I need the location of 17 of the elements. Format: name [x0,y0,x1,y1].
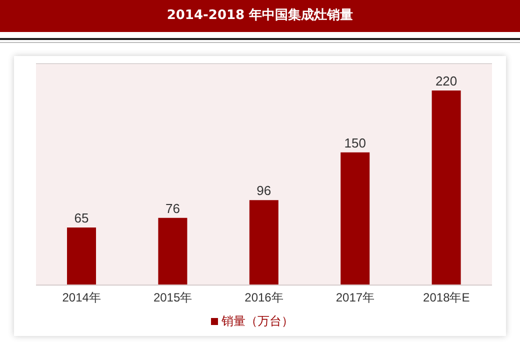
x-tick-label: 2014年 [62,290,101,305]
x-tick-label: 2017年 [336,290,375,305]
data-label: 65 [74,210,89,226]
bar [249,200,278,285]
data-label: 220 [435,74,458,89]
bar [158,218,188,285]
bar [340,152,370,285]
x-tick-label: 2018年E [423,290,470,305]
data-label: 150 [344,135,366,150]
data-label: 96 [256,183,272,198]
bar [432,90,461,285]
data-label: 76 [165,200,180,216]
x-tick-label: 2016年 [244,290,284,305]
chart-title: 2014-2018 年中国集成灶销量 [0,0,520,32]
legend-label: 销量（万台） [222,314,294,328]
x-tick-label: 2015年 [153,290,192,305]
bar [67,228,96,285]
